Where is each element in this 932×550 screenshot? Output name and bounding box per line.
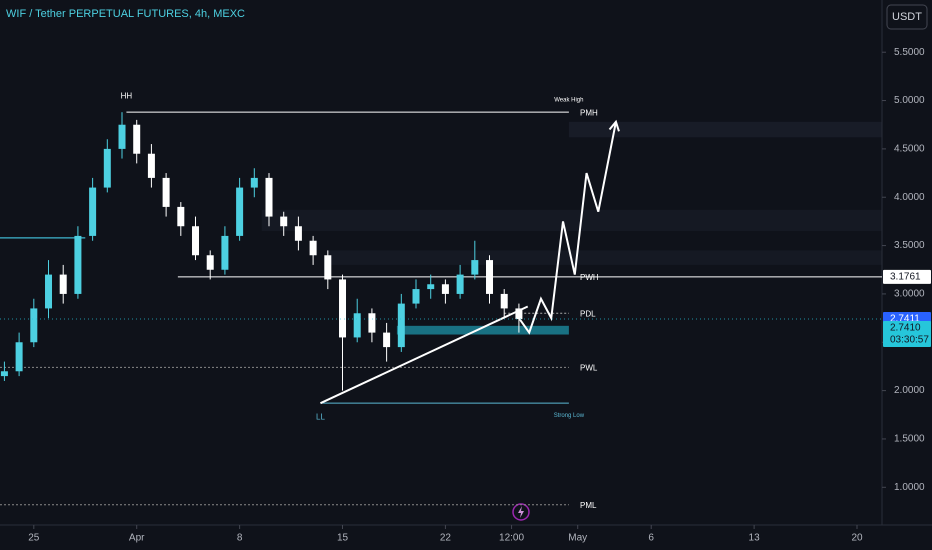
price-tag [883,320,931,347]
y-tick-label: 2.0000 [894,385,925,396]
currency[interactable]: USDT [892,11,922,23]
x-tick-label: 20 [851,533,863,544]
candle-body [15,342,23,372]
candle-body [236,187,244,236]
candle-body [30,308,38,343]
level-label: PDL [580,309,596,318]
countdown: 03:30:57 [890,335,929,346]
candle-body [280,216,288,227]
zone [396,325,569,335]
x-tick-label: May [568,533,587,544]
level-label: PMH [580,108,598,117]
candle-body [192,226,200,256]
candle-body [353,313,361,338]
strong-low-right: Strong Low [554,413,585,419]
price-tag-label: 2.7411 [890,314,920,325]
x-tick-label: 22 [440,533,452,544]
candle-body [515,308,523,320]
candle-body [45,274,53,309]
x-tick-label: 6 [648,533,654,544]
candle-body [368,313,376,333]
candle-body [103,148,111,188]
candle-body [0,371,8,377]
y-tick-label: 1.0000 [894,482,925,493]
level-label: PWH [580,273,599,282]
candle-body [427,284,435,290]
zone [568,121,882,138]
candle-body [206,255,214,270]
candle-body [309,240,317,256]
candle-body [339,279,347,338]
candle-body [118,124,126,149]
level-right-label: Weak High [554,98,583,104]
price-tag [883,269,931,284]
y-tick-label: 4.0000 [894,192,925,203]
price-tag-label: 2.7410 [890,323,921,334]
y-tick-label: 3.5000 [894,240,925,251]
level-label: PML [580,501,597,510]
event-icon-bolt [518,506,524,518]
candle-body [177,206,185,227]
candle-body [221,235,229,270]
y-tick-label: 4.5000 [894,144,925,155]
candle-body [486,260,494,294]
candle-body [441,284,449,294]
candle-body [397,303,405,348]
level-left-label: HH [121,91,133,100]
candle-body [74,235,82,294]
candle-body [59,274,67,294]
strong-low-left: LL [316,412,325,421]
y-tick-label: 5.5000 [894,47,925,58]
projection-arrowhead [608,119,620,132]
candle-body [383,332,391,348]
candle-body [324,255,332,280]
candle-body [412,289,420,304]
x-tick-label: 12:00 [499,533,524,544]
x-tick-label: 8 [237,533,243,544]
zone [261,209,882,232]
candle-body [294,226,302,241]
trendline [320,305,529,405]
projection-path [518,121,617,335]
candle-body [471,260,479,275]
y-tick-label: 3.0000 [894,289,925,300]
x-tick-label: 13 [749,533,761,544]
x-tick-label: Apr [129,533,145,544]
candle-body [250,177,258,188]
y-tick-label: 5.0000 [894,95,925,106]
x-tick-label: 25 [28,533,40,544]
currency-button[interactable] [886,4,928,30]
candle-body [500,293,508,309]
level-label: PWL [580,364,598,373]
zone [327,250,882,265]
candle-body [147,153,155,178]
chart-title: WIF / Tether PERPETUAL FUTURES, 4h, MEXC [6,8,245,20]
y-tick-label: 1.5000 [894,434,925,445]
candle-body [133,124,141,154]
candle-body [89,187,97,236]
event-icon[interactable] [512,503,530,521]
candle-body [456,274,464,294]
candle-body [162,177,170,207]
price-tag-label: 3.1761 [890,272,921,283]
candle-body [265,177,273,217]
x-tick-label: 15 [337,533,349,544]
